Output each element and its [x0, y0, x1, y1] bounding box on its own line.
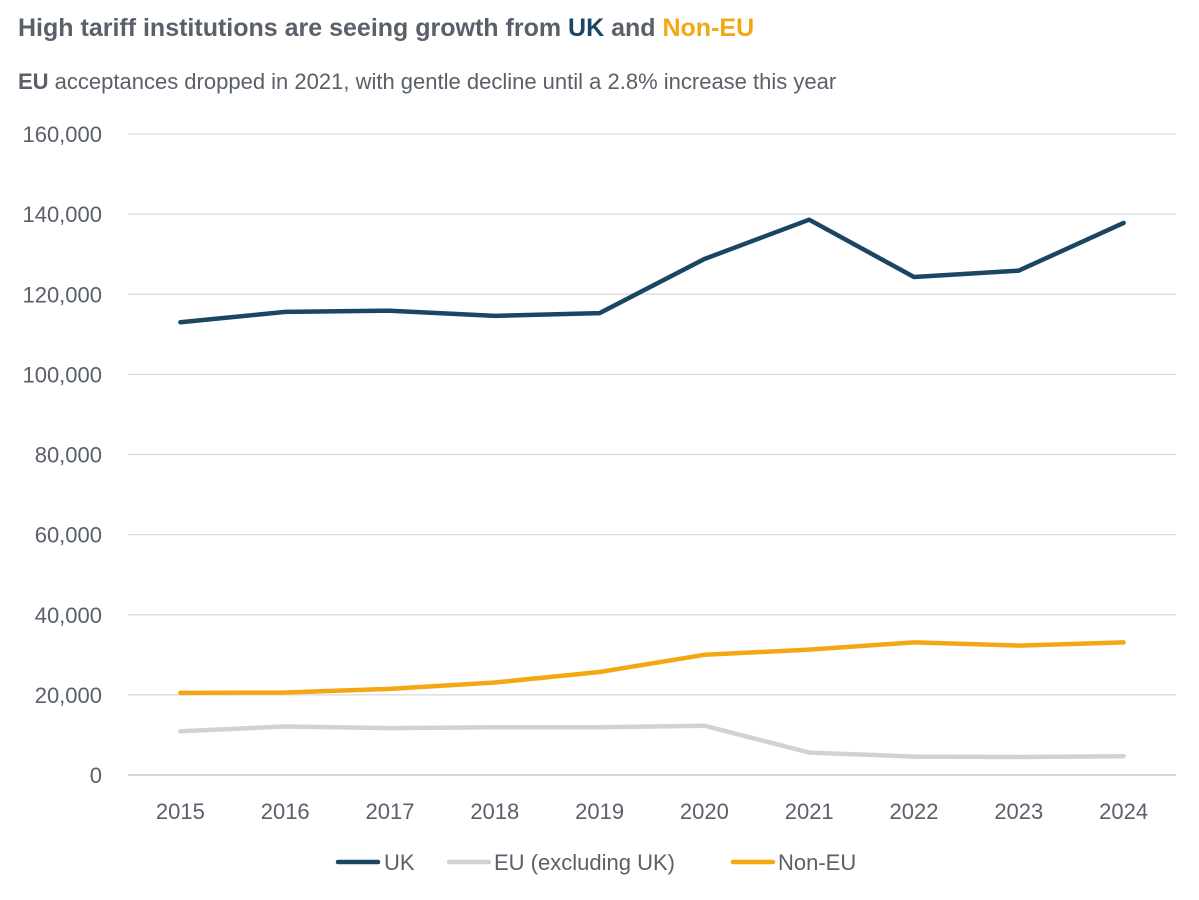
y-tick-label: 40,000 [35, 603, 102, 628]
series-line-uk [178, 217, 1126, 325]
chart-title: High tariff institutions are seeing grow… [18, 14, 755, 42]
y-tick-label: 100,000 [22, 362, 102, 387]
x-tick-label: 2019 [575, 799, 624, 824]
y-tick-label: 60,000 [35, 523, 102, 548]
y-tick-label: 120,000 [22, 282, 102, 307]
y-tick-label: 160,000 [22, 122, 102, 147]
x-axis: 2015 2016 2017 2018 2019 2020 2021 2022 2023 2024 [156, 799, 1148, 824]
series-line-non-eu [178, 640, 1126, 696]
legend-label: EU (excluding UK) [494, 850, 675, 875]
legend-label: Non-EU [778, 850, 856, 875]
x-tick-label: 2023 [994, 799, 1043, 824]
y-axis: 0 20,000 40,000 60,000 80,000 100,000 120,000 1… [22, 122, 102, 788]
x-tick-label: 2020 [680, 799, 729, 824]
subtitle-eu-bold: EU [18, 69, 49, 94]
series-lines [178, 217, 1126, 760]
x-tick-label: 2021 [785, 799, 834, 824]
legend: UK EU (excluding UK) Non-EU [335, 850, 856, 875]
y-tick-label: 0 [90, 763, 102, 788]
x-tick-label: 2015 [156, 799, 205, 824]
y-tick-label: 140,000 [22, 202, 102, 227]
chart-subtitle: EU acceptances dropped in 2021, with gen… [18, 69, 837, 94]
legend-label: UK [384, 850, 415, 875]
x-tick-label: 2017 [366, 799, 415, 824]
title-uk-highlight: UK [568, 14, 605, 42]
y-tick-label: 20,000 [35, 683, 102, 708]
series-line-eu-excluding-uk [178, 723, 1126, 760]
x-tick-label: 2016 [261, 799, 310, 824]
y-tick-label: 80,000 [35, 443, 102, 468]
x-tick-label: 2024 [1099, 799, 1148, 824]
x-tick-label: 2018 [470, 799, 519, 824]
title-noneu-highlight: Non-EU [662, 14, 755, 42]
grid-lines [128, 133, 1176, 776]
x-tick-label: 2022 [890, 799, 939, 824]
